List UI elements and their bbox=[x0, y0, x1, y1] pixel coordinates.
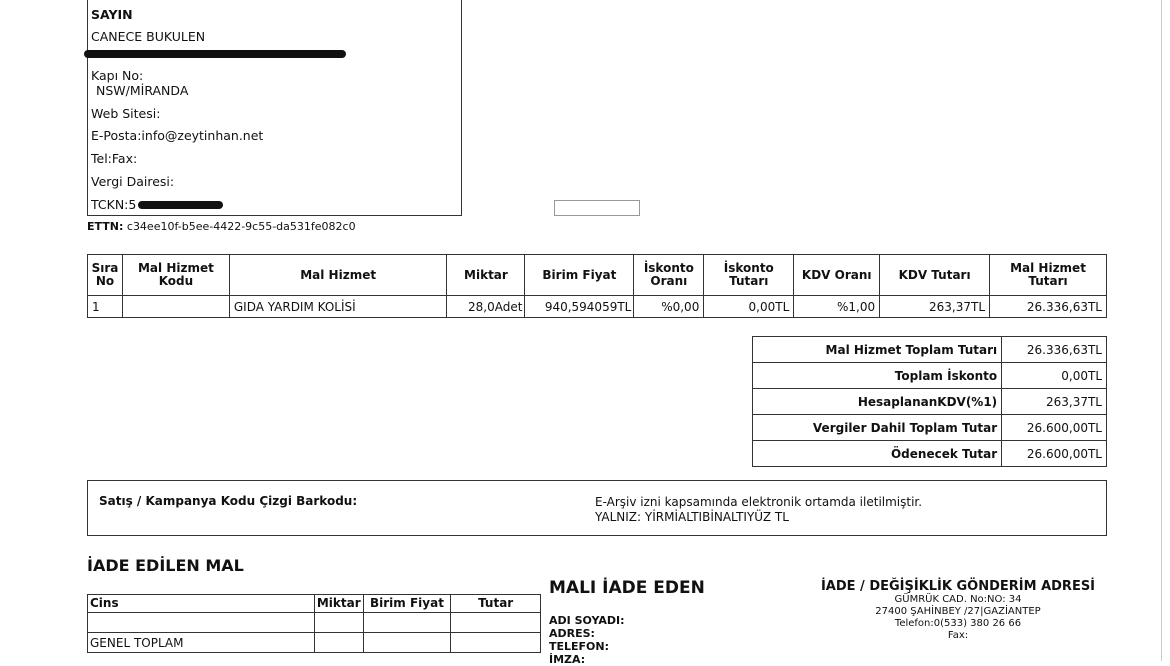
address-phone: Telefon:0(533) 380 26 66 bbox=[894, 618, 1022, 629]
totals-row: Vergiler Dahil Toplam Tutar 26.600,00TL bbox=[751, 414, 1107, 441]
header-birim-fiyat: Birim Fiyat bbox=[362, 594, 452, 613]
ettn: ETTN: c34ee10f-b5ee-4422-9c55-da531fe082… bbox=[87, 220, 356, 233]
earsiv-note: E-Arşiv izni kapsamında elektronik ortam… bbox=[595, 495, 923, 509]
return-address: İADE / DEĞİŞİKLİK GÖNDERİM ADRESİ GÜMRÜK… bbox=[800, 579, 1116, 642]
header-mal-hizmet: Mal Hizmet bbox=[228, 254, 448, 296]
empty-box bbox=[554, 200, 640, 216]
header-cins: Cins bbox=[87, 594, 315, 613]
header-kodu: Mal Hizmet Kodu bbox=[121, 254, 230, 296]
barcode-box: Satış / Kampanya Kodu Çizgi Barkodu: E-A… bbox=[87, 480, 1107, 536]
ettn-label: ETTN: bbox=[87, 220, 124, 233]
header-birim-fiyat: Birim Fiyat bbox=[524, 254, 635, 296]
return-address-title: İADE / DEĞİŞİKLİK GÖNDERİM ADRESİ bbox=[820, 579, 1096, 594]
totals-value: 26.600,00TL bbox=[1001, 440, 1107, 467]
address-fax: Fax: bbox=[947, 630, 969, 641]
address-line: 27400 ŞAHİNBEY /27|GAZİANTEP bbox=[875, 606, 1041, 617]
totals-value: 26.600,00TL bbox=[1001, 414, 1107, 441]
customer-kapi-no: Kapı No: bbox=[91, 68, 144, 83]
field-adres: ADRES: bbox=[549, 627, 595, 640]
cell-miktar: 28,0Adet bbox=[446, 295, 526, 318]
customer-city: NSW/MİRANDA bbox=[96, 83, 189, 98]
table-row: GENEL TOPLAM bbox=[87, 632, 541, 653]
totals-value: 26.336,63TL bbox=[1001, 336, 1107, 363]
totals-value: 263,37TL bbox=[1001, 388, 1107, 415]
ettn-value: c34ee10f-b5ee-4422-9c55-da531fe082c0 bbox=[126, 220, 356, 233]
header-tutar: Tutar bbox=[450, 594, 541, 613]
totals-label: Toplam İskonto bbox=[751, 362, 1003, 389]
customer-name: CANECE BUKULEN bbox=[91, 29, 206, 44]
field-adi-soyadi: ADI SOYADI: bbox=[549, 614, 625, 627]
header-sira: Sıra No bbox=[87, 254, 123, 296]
header-iskonto-tutari: İskonto Tutarı bbox=[703, 254, 795, 296]
header-iskonto-orani: İskonto Oranı bbox=[633, 254, 705, 296]
cell-iskonto-tutari: 0,00TL bbox=[703, 295, 795, 318]
customer-tckn: TCKN:5 bbox=[91, 197, 137, 212]
totals-row: HesaplananKDV(%1) 263,37TL bbox=[751, 388, 1107, 415]
cell-birim-fiyat: 940,594059TL bbox=[524, 295, 635, 318]
totals-row: Mal Hizmet Toplam Tutarı 26.336,63TL bbox=[751, 336, 1107, 363]
cell-kodu bbox=[121, 295, 230, 318]
cell-kdv-orani: %1,00 bbox=[793, 295, 881, 318]
returner-title: MALI İADE EDEN bbox=[549, 578, 705, 598]
amount-in-words: YALNIZ: YİRMİALTIBİNALTIYÜZ TL bbox=[595, 510, 789, 524]
customer-email: E-Posta:info@zeytinhan.net bbox=[91, 128, 264, 143]
customer-box: SAYIN CANECE BUKULEN Kapı No: NSW/MİRAND… bbox=[84, 0, 462, 216]
returned-title: İADE EDİLEN MAL bbox=[87, 556, 244, 575]
customer-vergi: Vergi Dairesi: bbox=[91, 174, 175, 189]
field-telefon: TELEFON: bbox=[549, 640, 610, 653]
customer-title: SAYIN bbox=[91, 7, 133, 22]
header-kdv-tutari: KDV Tutarı bbox=[879, 254, 991, 296]
redacted-tckn bbox=[138, 201, 223, 209]
barcode-label: Satış / Kampanya Kodu Çizgi Barkodu: bbox=[99, 494, 358, 508]
cell-mal-hizmet: GIDA YARDIM KOLİSİ bbox=[228, 295, 448, 318]
totals-label: HesaplananKDV(%1) bbox=[751, 388, 1003, 415]
header-miktar: Miktar bbox=[313, 594, 364, 613]
totals-label: Ödenecek Tutar bbox=[751, 440, 1003, 467]
totals-row: Ödenecek Tutar 26.600,00TL bbox=[751, 440, 1107, 467]
address-line: GÜMRÜK CAD. No:NO: 34 bbox=[894, 594, 1022, 605]
genel-toplam-label: GENEL TOPLAM bbox=[87, 632, 315, 653]
customer-tel: Tel:Fax: bbox=[91, 151, 138, 166]
totals-value: 0,00TL bbox=[1001, 362, 1107, 389]
customer-web: Web Sitesi: bbox=[91, 106, 161, 121]
returned-table: Cins Miktar Birim Fiyat Tutar GENEL TOPLAM bbox=[87, 594, 541, 653]
totals-label: Mal Hizmet Toplam Tutarı bbox=[751, 336, 1003, 363]
header-kdv-orani: KDV Oranı bbox=[793, 254, 881, 296]
redacted-address bbox=[84, 50, 346, 58]
items-table: Sıra No Mal Hizmet Kodu Mal Hizmet Mikta… bbox=[87, 254, 1107, 318]
field-imza: İMZA: bbox=[549, 653, 586, 666]
cell-kdv-tutari: 263,37TL bbox=[879, 295, 991, 318]
page-edge bbox=[1161, 0, 1162, 661]
cell-sira: 1 bbox=[87, 295, 123, 318]
cell-toplam: 26.336,63TL bbox=[989, 295, 1107, 318]
cell-iskonto-orani: %0,00 bbox=[633, 295, 705, 318]
table-row: 1 GIDA YARDIM KOLİSİ 28,0Adet 940,594059… bbox=[87, 295, 1107, 318]
totals-table: Mal Hizmet Toplam Tutarı 26.336,63TL Topl… bbox=[751, 336, 1107, 467]
table-row bbox=[87, 612, 541, 633]
header-toplam: Mal Hizmet Tutarı bbox=[989, 254, 1107, 296]
totals-label: Vergiler Dahil Toplam Tutar bbox=[751, 414, 1003, 441]
totals-row: Toplam İskonto 0,00TL bbox=[751, 362, 1107, 389]
header-miktar: Miktar bbox=[446, 254, 526, 296]
